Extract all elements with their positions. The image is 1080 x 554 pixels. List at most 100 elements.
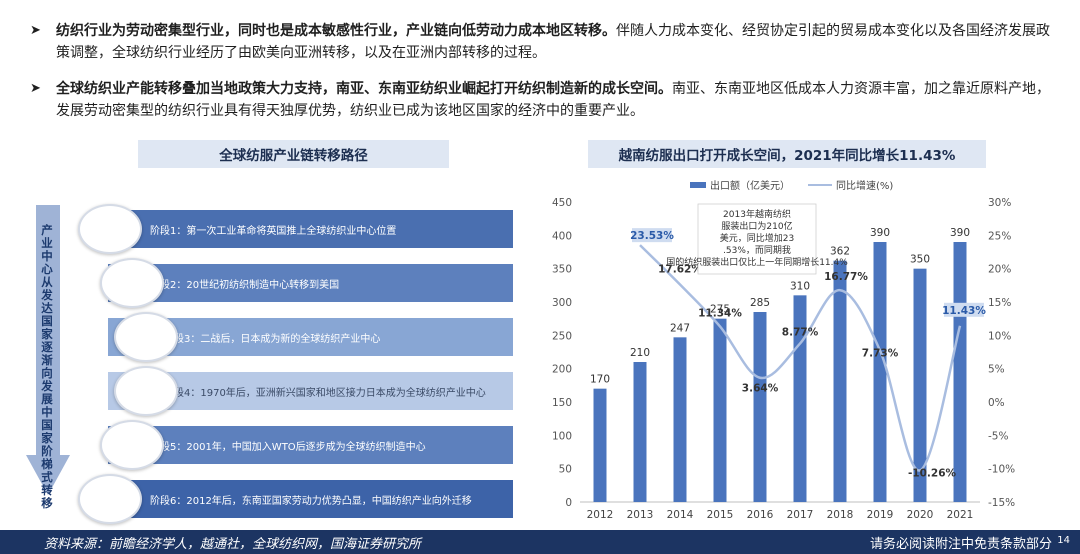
bar — [873, 242, 887, 502]
right-axis-tick: -15% — [988, 497, 1015, 509]
line-value-label: 23.53% — [630, 230, 674, 242]
bullet-1-bold: 纺织行业为劳动密集型行业，同时也是成本敏感性行业，产业链向低劳动力成本地区转移。 — [56, 23, 616, 39]
x-tick-label: 2016 — [747, 509, 774, 521]
right-axis-tick: 10% — [988, 330, 1011, 342]
left-axis-tick: 400 — [552, 230, 572, 242]
growth-line — [639, 244, 962, 472]
x-tick-label: 2020 — [907, 509, 934, 521]
line-value-label: 3.64% — [742, 383, 779, 395]
left-axis-tick: 350 — [552, 264, 572, 276]
vietnam-export-chart: 出口额（亿美元） 同比增速(%) 0 50 100 150 200 250 300 350 400 4… — [552, 179, 1015, 521]
right-axis-tick: -5% — [988, 430, 1008, 442]
bar-value-label: 285 — [750, 297, 770, 309]
bar-value-label: 210 — [630, 347, 650, 359]
stage-label: 阶段3：二战后，日本成为新的全球纺织产业中心 — [164, 333, 381, 345]
footer: 资料来源：前瞻经济学人，越通社，全球纺织网，国海证券研究所 请务必阅读附注中免责… — [0, 530, 1080, 554]
line-value-label: 8.77% — [782, 327, 819, 339]
left-axis-tick: 100 — [552, 430, 572, 442]
arrow-bullet-icon: ➤ — [30, 81, 41, 96]
legend-label-bar: 出口额（亿美元） — [710, 179, 790, 192]
bullet-1: ➤ 纺织行业为劳动密集型行业，同时也是成本敏感性行业，产业链向低劳动力成本地区转… — [30, 20, 1060, 64]
bullet-2: ➤ 全球纺织业产能转移叠加当地政策大力支持，南亚、东南亚纺织业崛起打开纺织制造新… — [30, 78, 1060, 122]
stage-bar: 阶段5：2001年，中国加入WTO后逐步成为全球纺织制造中心 — [108, 426, 513, 464]
right-axis-tick: 20% — [988, 264, 1011, 276]
bar — [593, 388, 607, 502]
left-axis-tick: 0 — [565, 497, 572, 509]
line-value-label: 17.62% — [658, 264, 702, 276]
bar-value-label: 362 — [830, 246, 850, 258]
left-panel-title: 全球纺服产业链转移路径 — [138, 140, 449, 168]
stage-bar: 阶段1：第一次工业革命将英国推上全球纺织业中心位置 — [108, 210, 513, 248]
bar — [833, 260, 847, 502]
line-value-label: 11.34% — [698, 307, 742, 319]
annotation-line: 国的纺织服装出口仅比上一年同期增长11.4% — [666, 256, 848, 268]
bar-value-label: 350 — [910, 254, 930, 266]
chart-title: 越南纺服出口打开成长空间，2021年同比增长11.43% — [588, 140, 986, 168]
bar — [753, 312, 767, 502]
bar — [953, 242, 967, 502]
bar-value-label: 390 — [950, 227, 970, 239]
right-axis-tick: 30% — [988, 197, 1011, 209]
bar-value-label: 310 — [790, 280, 810, 292]
right-axis-tick: 15% — [988, 297, 1011, 309]
stage-label: 阶段2：20世纪初纺织制造中心转移到美国 — [150, 279, 340, 291]
stage-circle — [114, 366, 178, 416]
left-axis-tick: 300 — [552, 297, 572, 309]
stage-label: 阶段5：2001年，中国加入WTO后逐步成为全球纺织制造中心 — [150, 441, 426, 453]
annotation-line: 服装出口为210亿 — [721, 220, 792, 232]
annotation-line: 美元，同比增加23 — [720, 232, 794, 244]
source-note: 资料来源：前瞻经济学人，越通社，全球纺织网，国海证券研究所 — [44, 537, 422, 552]
bullet-1-text: 伴随人力成本变化、经贸协定引起的贸易成本变化以及各国经济发展政策调整，全球纺织行… — [56, 23, 1050, 61]
bar-value-label: 170 — [590, 374, 610, 386]
page-number: 14 — [1057, 535, 1070, 546]
left-axis-tick: 250 — [552, 330, 572, 342]
stage-circle — [114, 312, 178, 362]
left-axis-tick: 150 — [552, 397, 572, 409]
x-tick-label: 2017 — [787, 509, 814, 521]
left-axis-tick: 200 — [552, 364, 572, 376]
bar-value-label: 247 — [670, 322, 690, 334]
right-axis-tick: 25% — [988, 230, 1011, 242]
stage-circle — [100, 258, 164, 308]
bar — [913, 268, 927, 502]
disclaimer: 请务必阅读附注中免责条款部分 — [869, 537, 1052, 552]
line-value-label: 16.77% — [824, 271, 868, 283]
x-tick-label: 2018 — [827, 509, 854, 521]
x-tick-label: 2015 — [707, 509, 734, 521]
bullet-2-text: 南亚、东南亚地区低成本人力资源丰富，加之靠近原料产地，发展劳动密集型的纺织行业具… — [56, 81, 1050, 119]
stage-circle — [78, 204, 142, 254]
line-value-label: -10.26% — [908, 467, 957, 479]
line-label-highlight — [944, 302, 984, 317]
stage-circle — [78, 474, 142, 524]
bar — [633, 362, 647, 502]
line-label-highlight — [632, 228, 672, 243]
stage-circle — [100, 420, 164, 470]
x-tick-label: 2014 — [667, 509, 694, 521]
right-axis-tick: -10% — [988, 464, 1015, 476]
right-axis-tick: 0% — [988, 397, 1005, 409]
down-arrow-icon — [26, 205, 70, 495]
stage-label: 阶段6：2012年后，东南亚国家劳动力优势凸显，中国纺织产业向外迁移 — [150, 495, 472, 507]
bullet-2-bold: 全球纺织业产能转移叠加当地政策大力支持，南亚、东南亚纺织业崛起打开纺织制造新的成… — [56, 81, 672, 97]
legend-label-line: 同比增速(%) — [836, 179, 893, 192]
x-tick-label: 2013 — [627, 509, 654, 521]
line-value-label: 7.73% — [862, 347, 899, 359]
x-tick-label: 2021 — [947, 509, 974, 521]
legend-swatch-bar — [690, 182, 706, 188]
x-tick-label: 2012 — [587, 509, 614, 521]
line-value-label: 11.43% — [942, 305, 986, 317]
x-tick-label: 2019 — [867, 509, 894, 521]
annotation-line: 2013年越南纺织 — [723, 208, 791, 220]
annotation-box — [697, 203, 817, 275]
arrow-bullet-icon: ➤ — [30, 23, 41, 38]
stage-label: 阶段4：1970年后，亚洲新兴国家和地区接力日本成为全球纺织产业中心 — [164, 387, 486, 399]
annotation-line: .53%，而同期我 — [723, 245, 791, 256]
bullet-list: ➤ 纺织行业为劳动密集型行业，同时也是成本敏感性行业，产业链向低劳动力成本地区转… — [30, 20, 1060, 136]
bar — [673, 337, 687, 502]
stage-bar: 阶段2：20世纪初纺织制造中心转移到美国 — [108, 264, 513, 302]
bar-value-label: 390 — [870, 227, 890, 239]
bar-value-label: 275 — [710, 304, 730, 316]
left-axis-tick: 450 — [552, 197, 572, 209]
right-axis-tick: 5% — [988, 364, 1005, 376]
left-axis-tick: 50 — [559, 464, 572, 476]
